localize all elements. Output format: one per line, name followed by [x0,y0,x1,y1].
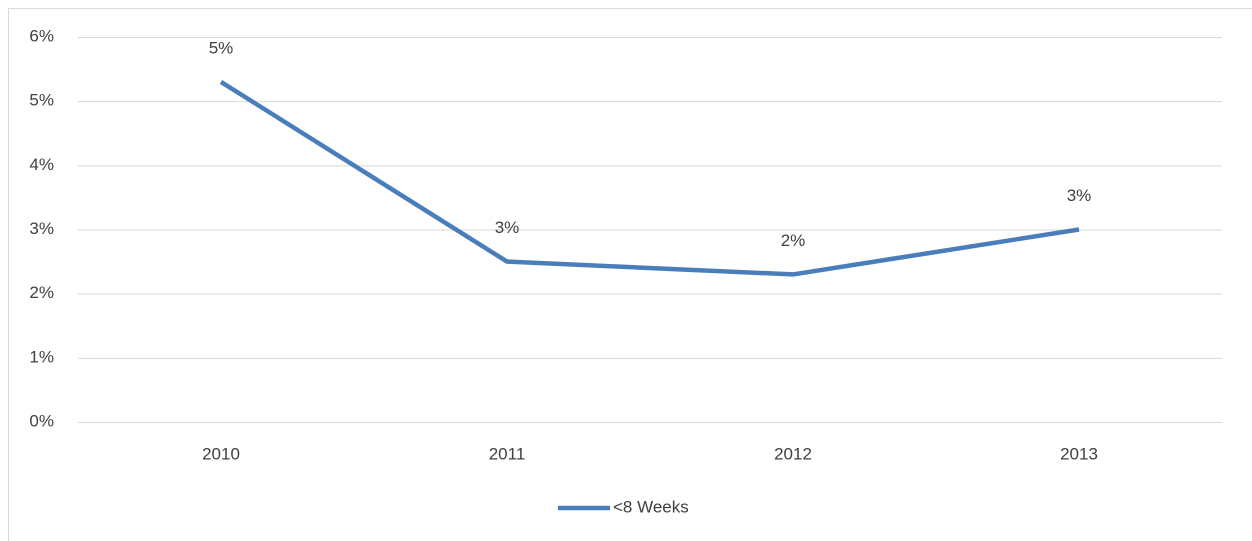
x-tick-label: 2011 [489,444,526,463]
data-label: 3% [1067,186,1092,205]
y-tick-label: 2% [29,283,54,302]
x-tick-label: 2012 [774,444,812,463]
series-line [219,80,1080,277]
y-tick-label: 5% [29,91,54,110]
x-tick-label: 2013 [1060,444,1098,463]
y-tick-label: 0% [29,411,54,430]
x-tick-label: 2010 [202,444,240,463]
data-label: 5% [209,38,234,57]
data-label: 3% [495,218,520,237]
y-tick-label: 3% [29,219,54,238]
y-tick-label: 1% [29,347,54,366]
data-label: 2% [781,231,806,250]
y-tick-label: 4% [29,155,54,174]
legend-label: <8 Weeks [613,497,689,516]
y-tick-label: 6% [29,26,54,45]
chart-border [8,8,1252,541]
